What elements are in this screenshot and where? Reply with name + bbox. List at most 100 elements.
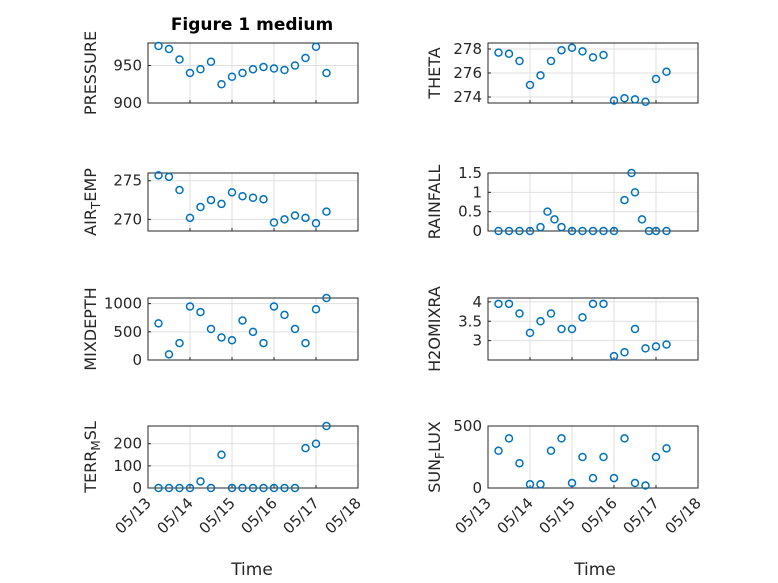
data-point [557,324,566,334]
data-point [175,185,184,195]
data-point [525,226,535,236]
data-point [641,481,650,490]
data-point [269,64,279,73]
y-axis-label: TERRMSL [81,421,103,494]
data-point [154,41,163,51]
data-point [311,305,321,314]
data-point [567,324,577,334]
data-point [662,340,671,349]
data-point [185,68,195,78]
data-point [217,450,226,460]
y-tick-label: 3.5 [458,312,482,330]
data-point [301,53,310,63]
data-point [578,452,587,462]
y-tick-label: 276 [453,64,482,82]
data-point [557,434,566,443]
data-point [164,172,174,182]
data-point [504,49,514,59]
data-point [164,483,174,493]
data-point [651,226,661,236]
data-point [588,226,598,236]
data-point [588,299,598,309]
data-point [259,483,268,493]
data-point [557,222,566,232]
y-tick-label: 3 [472,332,482,350]
data-point [515,309,524,318]
data-point [154,319,163,328]
panel-6: 3 3.54 H2OMIXRA [425,286,699,372]
data-point [567,226,577,236]
y-tick-label: 100 [113,457,142,475]
data-point [630,188,640,197]
data-point [196,65,205,74]
y-axis-label: RAINFALL [425,165,444,240]
data-point [269,483,279,493]
data-point [515,56,524,66]
y-tick-label: 200 [113,435,142,453]
data-point [620,348,629,357]
data-point [217,80,226,89]
data-point [536,317,545,326]
data-point [620,195,629,205]
data-point [196,307,205,317]
data-point [206,483,216,493]
y-axis-label: MIXDEPTH [81,287,100,370]
axes-box [487,172,699,232]
data-point [494,446,503,456]
data-point [588,473,598,483]
figure-title: Figure 1 medium [171,15,333,35]
data-point [259,62,268,72]
data-point [280,65,289,75]
data-point [322,207,331,216]
y-axis-label: H2OMIXRA [425,286,444,372]
data-point [280,483,289,493]
data-point [154,483,163,493]
data-point [609,96,619,105]
y-tick-label: 4 [472,293,482,311]
data-point [630,95,640,104]
data-point [269,218,279,227]
data-point [588,53,598,62]
data-point [185,302,195,311]
data-point [175,55,184,64]
panel-4: 00.5 11.5 RAINFALL [425,164,699,240]
data-point [515,458,524,468]
data-point [217,333,226,342]
data-point [248,483,258,493]
data-point [494,226,503,236]
y-tick-label: 278 [453,40,482,58]
data-point [641,97,650,107]
data-point [259,195,268,204]
data-point [578,313,587,322]
data-point [290,61,300,70]
data-point [196,202,205,212]
y-tick-label: 0 [472,222,482,240]
y-tick-label: 0 [132,479,142,497]
data-point [525,480,535,489]
panel-3: 270 275 AIRTEMP [81,168,359,236]
data-point [630,324,640,334]
data-point [546,309,556,318]
axes-box [147,42,359,104]
y-tick-label: 0.5 [458,203,482,221]
data-point [238,483,247,493]
data-point [543,207,552,216]
data-point [175,483,184,493]
y-tick-label: 275 [113,172,142,190]
data-point [662,444,671,453]
x-axis-label-left: Time [230,560,273,580]
data-point [322,421,331,431]
data-point [238,316,247,325]
data-point [206,195,216,205]
data-point [609,351,619,361]
data-point [217,199,226,209]
data-point [536,480,545,489]
data-point [238,68,247,78]
data-point [238,191,247,201]
axes-box [487,297,699,361]
data-point [280,215,289,224]
y-tick-label: 0 [132,351,142,369]
axes-box [147,297,359,361]
